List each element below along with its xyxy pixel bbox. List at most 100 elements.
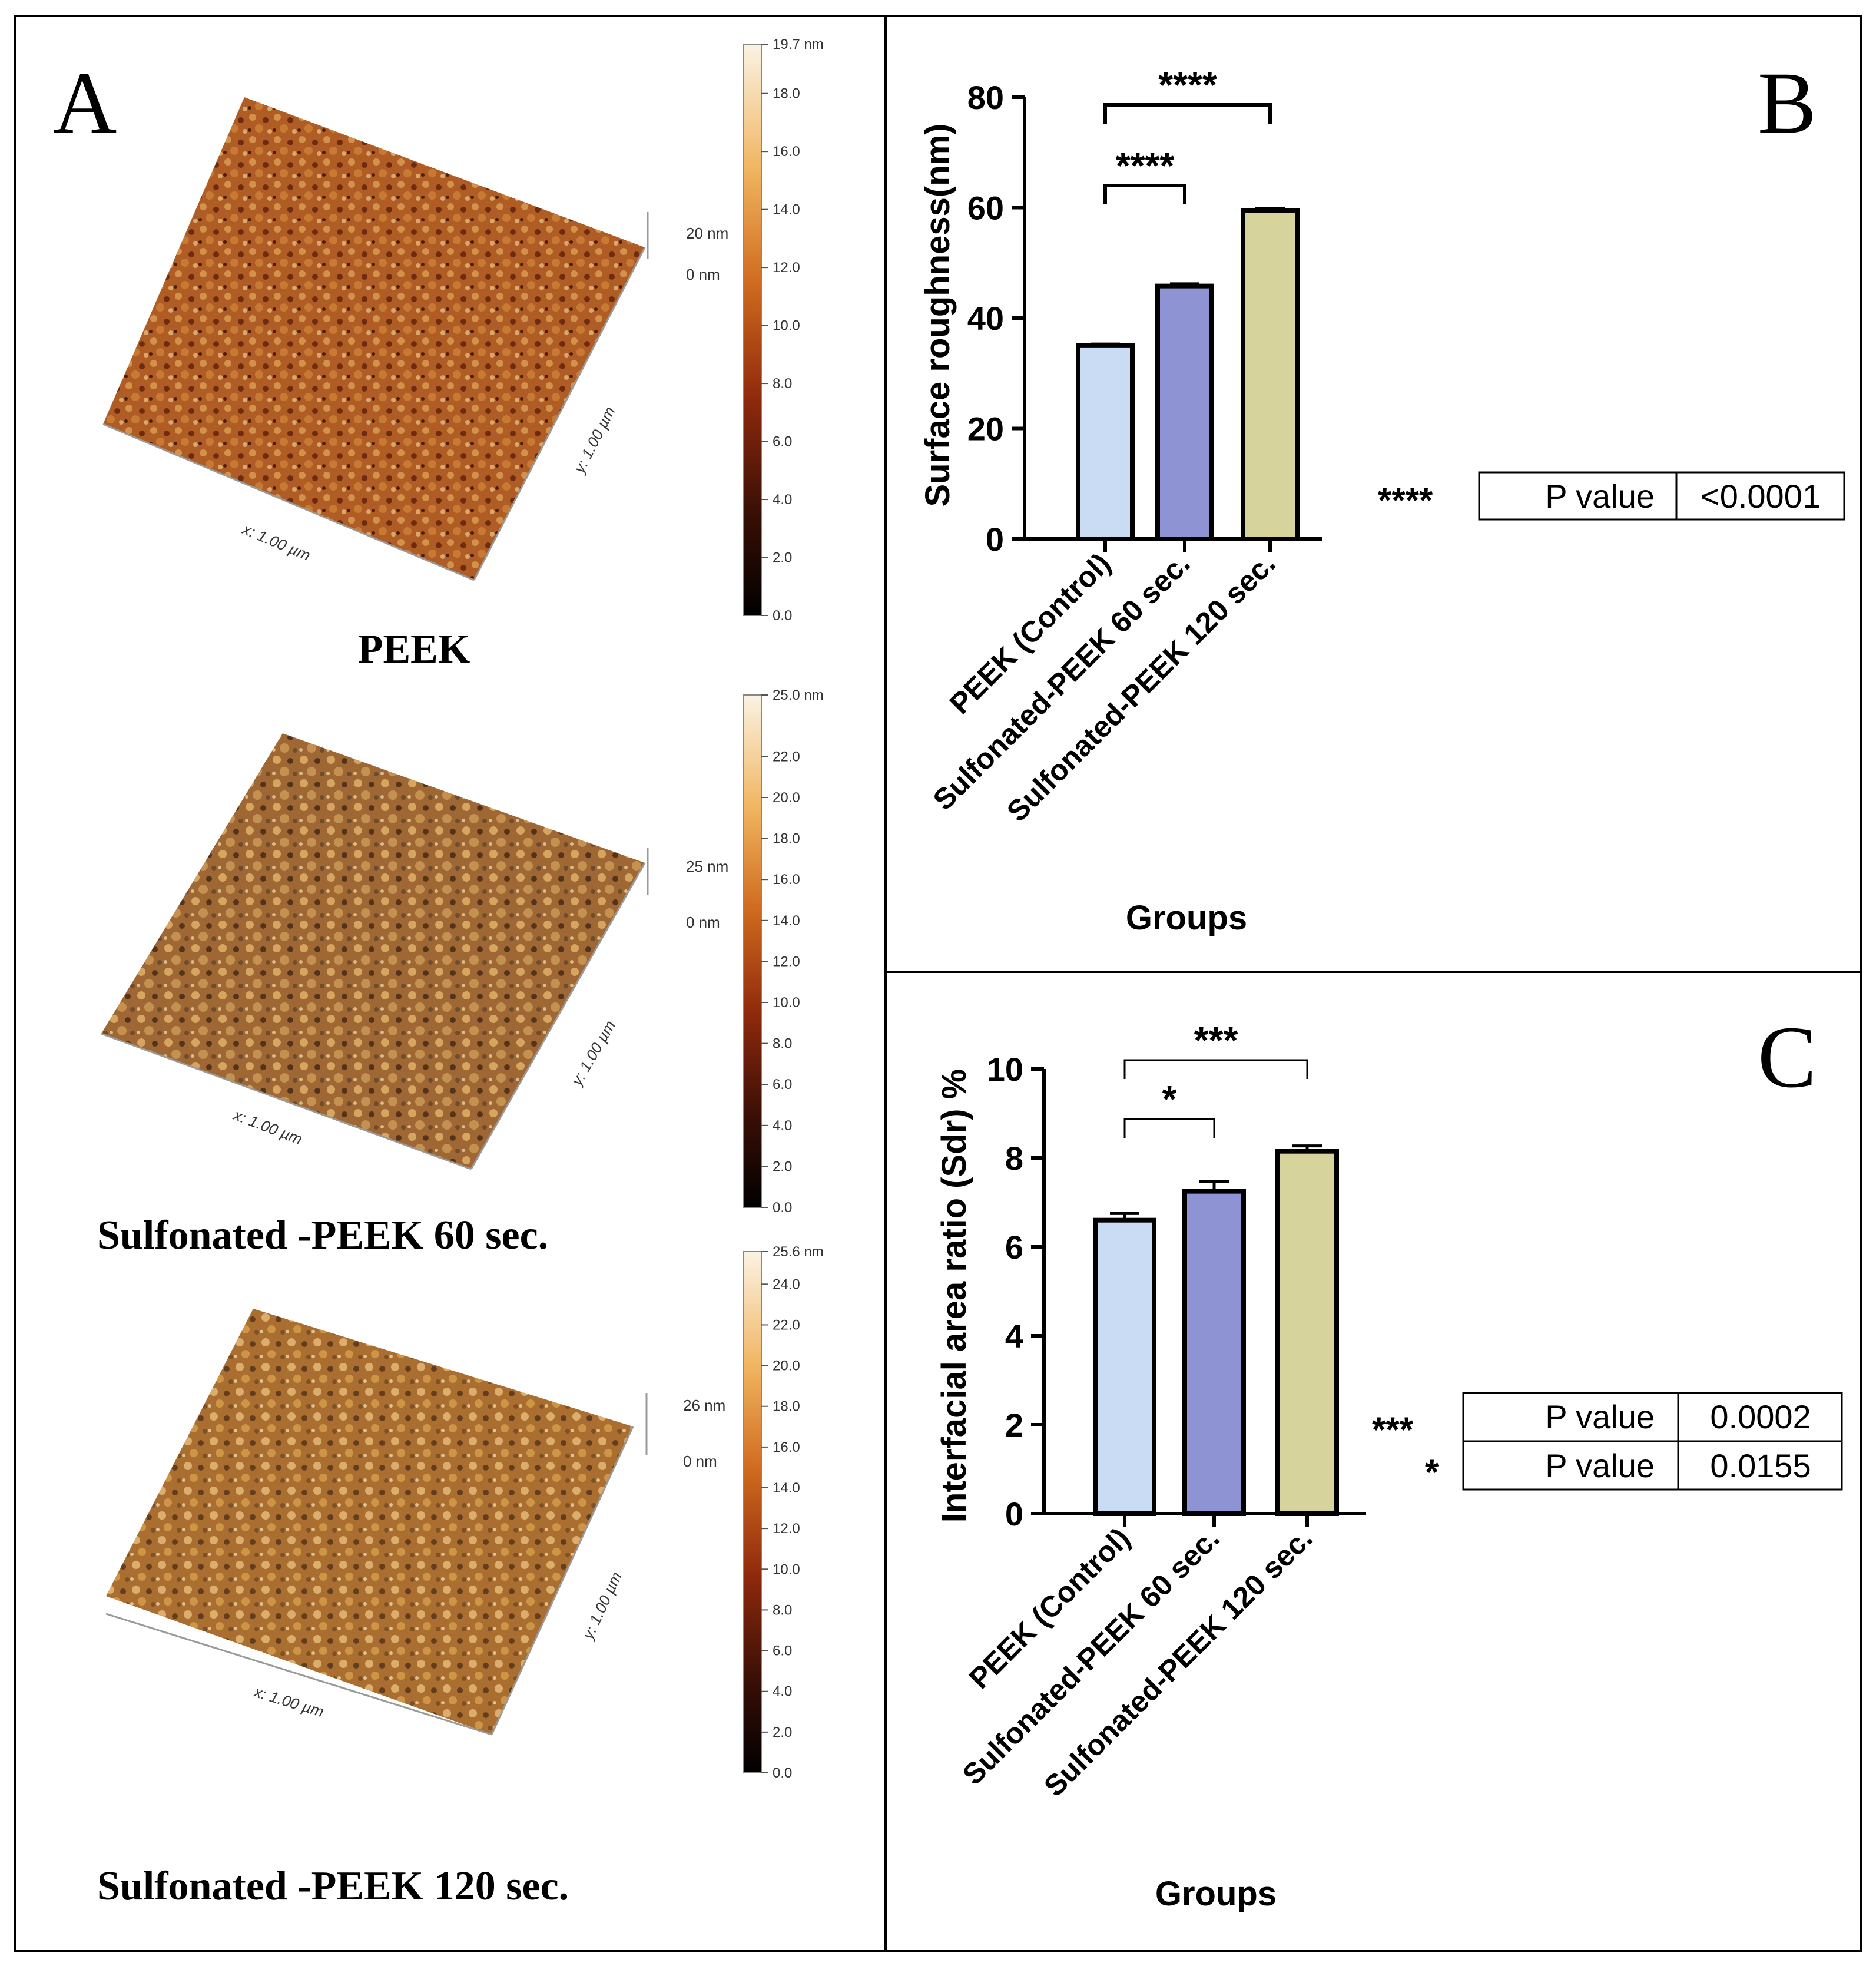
y-tick-label: 6 [1005,1229,1023,1266]
panel-letter-c: C [1758,1008,1817,1106]
afm-zero-label: 0 nm [683,1452,717,1470]
afm-scale-ticks: 25.0 nm 22.0 20.0 18.0 16.0 14.0 12.0 10.0 8.0 6.… [761,687,824,1216]
bar-sulfonated-120 [1241,208,1300,541]
afm-topography-image [103,97,645,580]
afm-y-axis [470,862,646,1170]
afm-surface-peek: 20 nm 0 nm x: 1.00 µm y: 1.00 µm 19.7 nm… [102,37,824,672]
afm-scale-tick-label: 14.0 [773,1480,800,1496]
chart-interfacial-area-ratio: 0 2 4 6 8 10 PEEK (Control)Sulfonated-PEEK 60… [935,1019,1366,1913]
pvalue-value: <0.0001 [1701,478,1821,515]
pvalue-table-c: *** * P value 0.0002 P value 0.0155 [1372,1392,1843,1492]
afm-scale-tick-label: 25.6 nm [773,1244,824,1260]
afm-scale-tick-label: 12.0 [773,954,800,969]
afm-y-axis [490,1426,634,1735]
pvalue-table-b: **** P value <0.0001 [1378,471,1845,521]
pvalue-label: P value [1545,478,1655,515]
y-tick-label: 0 [1005,1495,1023,1533]
afm-surface-sulfonated-120: 26 nm 0 nm x: 1.00 µm y: 1.00 µm 25.6 nm… [97,1244,824,1909]
pvalue-value: 0.0155 [1710,1447,1811,1484]
afm-zero-label: 0 nm [686,914,720,931]
afm-surface-sulfonated-60: 25 nm 0 nm x: 1.00 µm y: 1.00 µm 25.0 nm… [97,687,824,1258]
afm-zero-label: 0 nm [686,266,720,283]
afm-height-label: 26 nm [683,1396,725,1414]
y-tick-label: 0 [986,521,1004,558]
afm-topography-image [106,1309,633,1735]
afm-scale-tick-label: 0.0 [773,608,792,624]
afm-topography-image [101,733,645,1169]
afm-scale-tick-label: 16.0 [773,144,800,160]
afm-y-label: y: 1.00 µm [567,1017,619,1089]
pvalue-label: P value [1545,1398,1655,1435]
pvalue-label-cell [1478,471,1678,521]
afm-scale-tick-label: 18.0 [773,1399,800,1415]
afm-color-scale [743,694,762,1208]
y-tick-label: 2 [1005,1406,1023,1444]
afm-scale-tick-label: 2.0 [773,550,792,566]
bar-sulfonated-120 [1275,1149,1339,1517]
afm-scale-tick-label: 12.0 [773,260,800,276]
afm-scale-tick-label: 18.0 [773,831,800,847]
afm-x-label: x: 1.00 µm [239,519,313,564]
afm-scale-tick-label: 6.0 [773,1643,792,1659]
pvalue-value-cell [1675,471,1845,521]
afm-scale-tick-label: 10.0 [773,995,800,1011]
afm-scale-tick-label: 14.0 [773,202,800,218]
afm-caption: Sulfonated -PEEK 120 sec. [97,1864,569,1909]
pvalue-stars: *** [1372,1410,1414,1449]
bar-sulfonated-60 [1155,283,1214,541]
afm-scale-tick-label: 4.0 [773,1684,792,1700]
pvalue-value-cell [1677,1392,1843,1442]
afm-scale-tick-label: 8.0 [773,1036,792,1052]
afm-scale-tick-label: 14.0 [773,913,800,929]
afm-color-scale [743,1251,762,1773]
afm-scale-tick-label: 0.0 [773,1765,792,1781]
y-tick-label: 4 [1005,1318,1023,1355]
x-tick-label: PEEK (Control) [963,1521,1136,1695]
panel-c-frame [884,971,1862,1952]
afm-color-scale [743,44,762,616]
y-tick-label: 20 [967,411,1004,448]
y-tick-label: 40 [967,300,1004,337]
pvalue-value: 0.0002 [1710,1398,1811,1435]
afm-scale-tick-label: 6.0 [773,1077,792,1093]
pvalue-label: P value [1545,1447,1655,1484]
pvalue-stars: **** [1378,481,1433,520]
afm-x-axis [102,423,475,581]
panel-letter-b: B [1758,54,1817,152]
afm-height-label: 25 nm [686,858,728,875]
afm-scale-tick-label: 2.0 [773,1159,792,1174]
afm-caption: Sulfonated -PEEK 60 sec. [97,1213,548,1258]
pvalue-label-cell [1462,1392,1679,1442]
afm-scale-tick-label: 22.0 [773,1317,800,1333]
significance-bracket [1103,103,1272,124]
y-tick-label: 8 [1005,1140,1023,1177]
afm-y-label: y: 1.00 µm [570,403,619,476]
afm-scale-tick-label: 6.0 [773,434,792,450]
afm-scale-tick-label: 16.0 [773,1439,800,1455]
afm-x-axis [101,1032,472,1170]
afm-scale-tick-label: 0.0 [773,1200,792,1216]
afm-scale-tick-label: 10.0 [773,1561,800,1577]
afm-scale-tick-label: 18.0 [773,86,800,102]
afm-scale-tick-label: 16.0 [773,872,800,888]
pvalue-value-cell [1677,1440,1843,1491]
afm-scale-tick-label: 12.0 [773,1521,800,1537]
afm-scale-tick-label: 2.0 [773,1725,792,1740]
afm-x-label: x: 1.00 µm [230,1106,304,1148]
bar-peek-control [1076,343,1135,541]
afm-caption: PEEK [358,627,470,672]
afm-height-label: 20 nm [686,224,728,242]
y-axis: 0 2 4 6 8 10 [987,1051,1046,1533]
y-tick-label: 80 [967,79,1004,116]
significance-stars: * [1162,1078,1177,1120]
pvalue-label-cell [1462,1440,1679,1491]
y-axis-label: Interfacial area ratio (Sdr) % [935,1069,973,1523]
afm-scale-tick-label: 22.0 [773,749,800,764]
significance-stars: **** [1158,64,1217,106]
panel-letter-a: A [53,54,117,152]
x-axis-label: Groups [1155,1875,1277,1913]
afm-scale-tick-label: 24.0 [773,1276,800,1292]
y-tick-label: 60 [967,190,1004,227]
afm-scale-tick-label: 8.0 [773,1602,792,1618]
